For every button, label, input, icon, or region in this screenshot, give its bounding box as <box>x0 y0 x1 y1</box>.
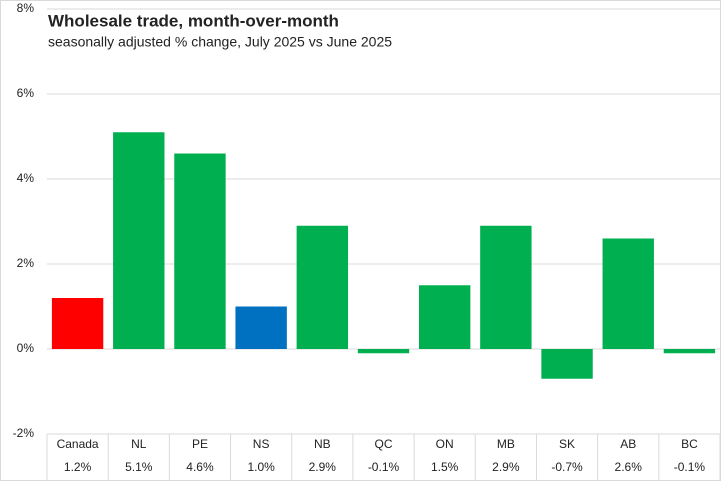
x-tick-label: QC <box>375 437 393 451</box>
bar <box>418 285 471 349</box>
value-label: 1.0% <box>247 460 275 474</box>
x-tick-label: ON <box>436 437 454 451</box>
y-tick-label: 6% <box>17 86 35 100</box>
value-label: -0.1% <box>674 460 706 474</box>
value-label: 2.9% <box>309 460 337 474</box>
value-label: -0.7% <box>551 460 583 474</box>
y-tick-label: 4% <box>17 171 35 185</box>
bar <box>480 225 532 349</box>
bar <box>541 349 593 379</box>
bar <box>51 298 104 349</box>
x-tick-label: MB <box>497 437 515 451</box>
value-label: 1.5% <box>431 460 459 474</box>
bar <box>663 349 716 354</box>
y-tick-label: 8% <box>17 1 35 15</box>
value-label: -0.1% <box>368 460 400 474</box>
y-tick-label: 2% <box>17 256 35 270</box>
x-tick-label: NS <box>253 437 270 451</box>
y-tick-label: -2% <box>13 426 35 440</box>
x-tick-label: AB <box>620 437 636 451</box>
bar <box>296 225 349 349</box>
value-label: 4.6% <box>186 460 214 474</box>
bar <box>113 132 165 349</box>
bar <box>174 153 226 349</box>
value-label: 2.6% <box>615 460 643 474</box>
chart-subtitle: seasonally adjusted % change, July 2025 … <box>48 34 392 50</box>
chart-title: Wholesale trade, month-over-month <box>48 11 339 30</box>
value-label: 2.9% <box>492 460 520 474</box>
bar <box>602 238 654 349</box>
x-tick-label: NL <box>131 437 147 451</box>
bar <box>235 306 287 349</box>
x-tick-label: PE <box>192 437 208 451</box>
x-tick-label: NB <box>314 437 331 451</box>
y-tick-label: 0% <box>17 341 35 355</box>
x-tick-label: SK <box>559 437 575 451</box>
bar <box>357 349 410 354</box>
x-tick-label: Canada <box>57 437 99 451</box>
value-label: 1.2% <box>64 460 92 474</box>
value-label: 5.1% <box>125 460 153 474</box>
x-tick-label: BC <box>681 437 698 451</box>
